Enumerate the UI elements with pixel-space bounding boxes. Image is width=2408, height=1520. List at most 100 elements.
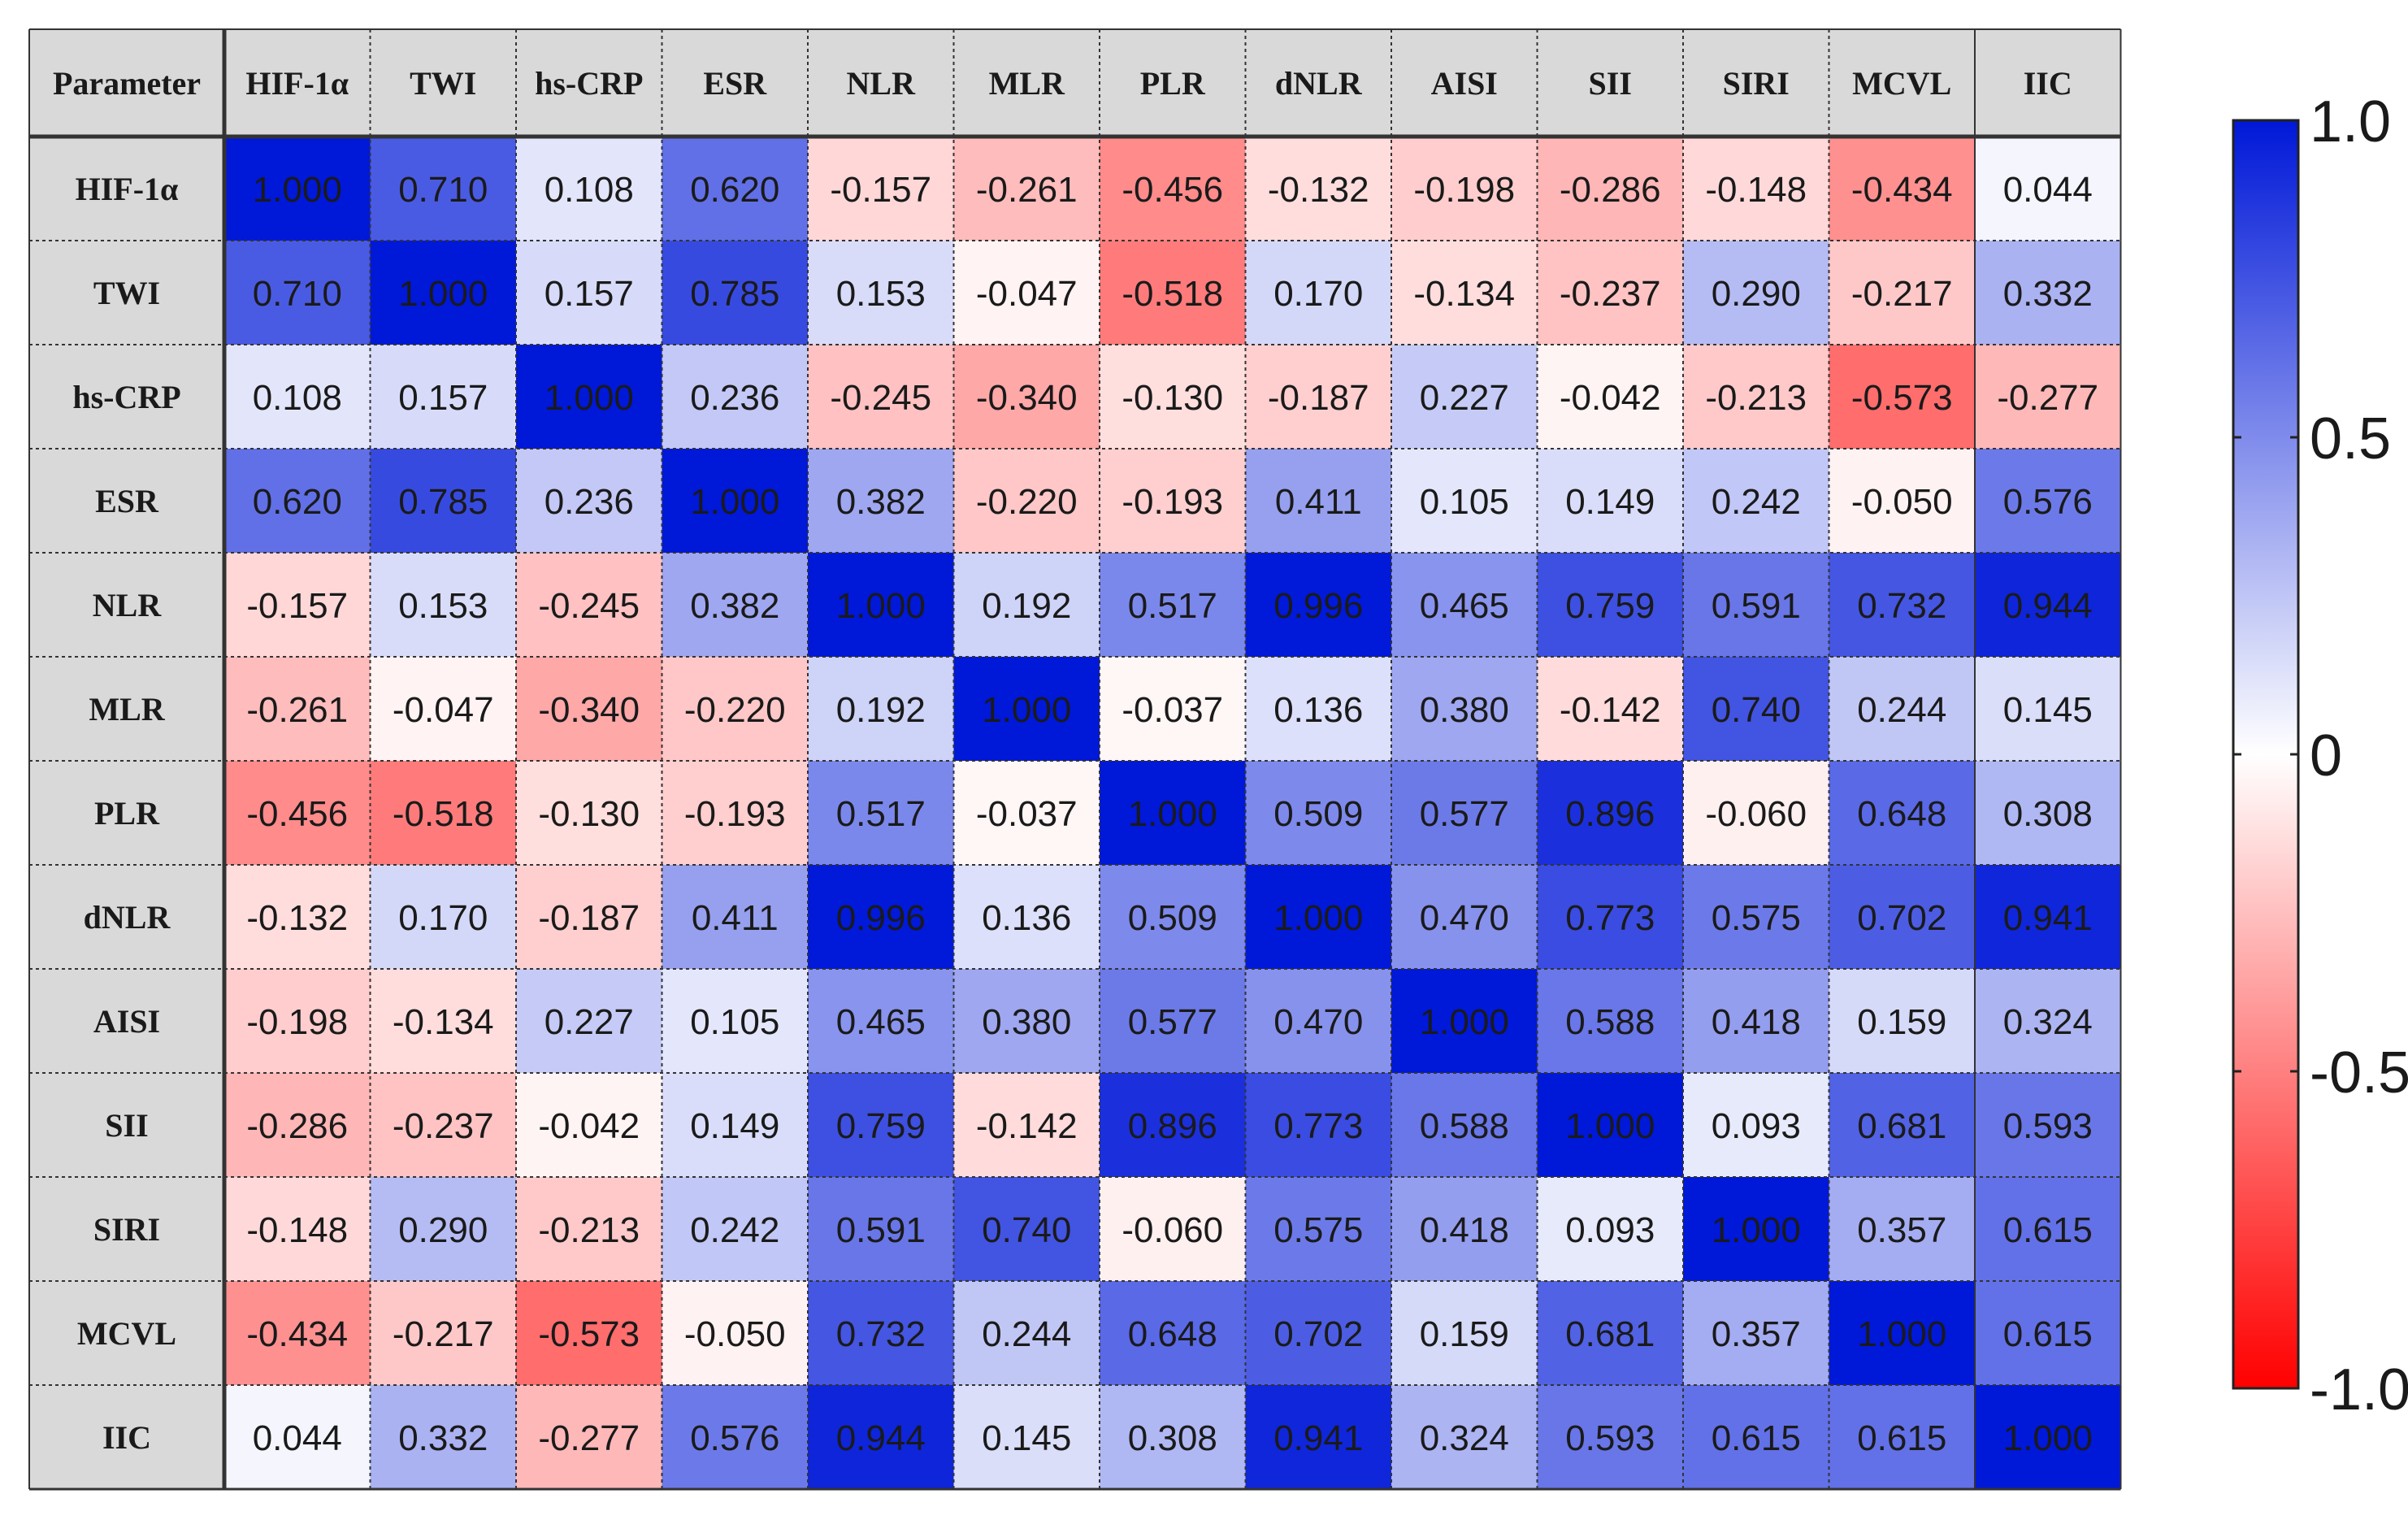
cell-value-label: 1.000	[2003, 1418, 2093, 1458]
cell-value-label: 0.136	[982, 898, 1071, 938]
heatmap-cell	[662, 657, 808, 761]
row-header: SII	[105, 1107, 148, 1144]
cell-value-label: 0.773	[1273, 1106, 1363, 1146]
heatmap-cell	[662, 1177, 808, 1281]
column-header: dNLR	[1275, 65, 1363, 102]
heatmap-cell	[662, 761, 808, 865]
cell-value-label: 1.000	[836, 586, 926, 626]
heatmap-cell	[1391, 137, 1538, 241]
heatmap-cell	[224, 761, 371, 865]
cell-value-label: -0.456	[1122, 170, 1223, 210]
column-header: AISI	[1431, 65, 1498, 102]
cell-value-label: 0.145	[982, 1418, 1071, 1458]
heatmap-cell	[1391, 1073, 1538, 1177]
cell-value-label: 0.093	[1565, 1210, 1655, 1250]
cell-value-label: 0.710	[253, 274, 342, 314]
cell-value-label: -0.286	[246, 1106, 348, 1146]
heatmap-cell	[370, 1281, 516, 1385]
heatmap-cell	[224, 345, 371, 449]
cell-value-label: 1.000	[1273, 898, 1363, 938]
cell-value-label: 0.170	[398, 898, 488, 938]
cell-value-label: 0.145	[2003, 690, 2093, 730]
colorbar-gradient	[2232, 119, 2300, 1390]
cell-value-label: 0.509	[1273, 794, 1363, 834]
heatmap-cell	[1975, 1281, 2121, 1385]
heatmap-cell	[516, 1073, 662, 1177]
heatmap-cell	[1683, 241, 1829, 345]
heatmap-cell	[1975, 761, 2121, 865]
heatmap-cell	[1975, 137, 2121, 241]
cell-value-label: 0.591	[1712, 586, 1801, 626]
cell-value-label: 0.465	[836, 1002, 926, 1042]
heatmap-table: Parameter HIF-1α TWI hs-CRP ESR NLR MLR PLR dNLR…	[28, 28, 2122, 1491]
cell-value-label: -0.042	[1560, 378, 1661, 418]
heatmap-cell	[1100, 1073, 1246, 1177]
cell-value-label: -0.220	[684, 690, 786, 730]
heatmap-cell	[1100, 761, 1246, 865]
cell-value-label: 0.308	[2003, 794, 2093, 834]
cell-value-label: -0.518	[393, 794, 494, 834]
cell-value-label: 0.411	[692, 898, 779, 938]
heatmap-cell	[1975, 241, 2121, 345]
cell-value-label: 0.702	[1857, 898, 1946, 938]
cell-value-label: -0.277	[1997, 378, 2098, 418]
cell-value-label: 0.740	[982, 1210, 1071, 1250]
heatmap-cell	[662, 865, 808, 969]
heatmap-cell	[1245, 345, 1391, 449]
heatmap-cell	[808, 1385, 954, 1489]
cell-value-label: 0.380	[982, 1002, 1071, 1042]
heatmap-cell	[1391, 449, 1538, 553]
cell-value-label: 0.996	[836, 898, 926, 938]
heatmap-cell	[1829, 1281, 1975, 1385]
cell-value-label: 0.944	[2003, 586, 2093, 626]
cell-value-label: 0.418	[1712, 1002, 1801, 1042]
heatmap-cell	[1975, 969, 2121, 1073]
cell-value-label: 0.681	[1857, 1106, 1946, 1146]
heatmap-cell	[224, 657, 371, 761]
heatmap-cell	[1829, 657, 1975, 761]
cell-value-label: 0.732	[836, 1314, 926, 1354]
heatmap-cell	[1537, 137, 1683, 241]
cell-value-label: 0.681	[1565, 1314, 1655, 1354]
heatmap-cell	[516, 1177, 662, 1281]
column-header: NLR	[847, 65, 917, 102]
cell-value-label: 0.773	[1565, 898, 1655, 938]
heatmap-cell	[1829, 865, 1975, 969]
cell-value-label: 0.290	[398, 1210, 488, 1250]
heatmap-cell	[224, 1385, 371, 1489]
cell-value-label: 0.149	[690, 1106, 779, 1146]
cell-value-label: 0.732	[1857, 586, 1946, 626]
row-header: MLR	[89, 691, 165, 727]
cell-value-label: -0.286	[1560, 170, 1661, 210]
row-header: HIF-1α	[76, 171, 179, 207]
cell-value-label: 0.357	[1857, 1210, 1946, 1250]
cell-value-label: -0.060	[1705, 794, 1807, 834]
cell-value-label: -0.047	[393, 690, 494, 730]
cell-value-label: 0.759	[1565, 586, 1655, 626]
cell-value-label: -0.193	[1122, 482, 1223, 522]
heatmap-cell	[1537, 345, 1683, 449]
heatmap-cell	[953, 865, 1100, 969]
heatmap-cell	[808, 1073, 954, 1177]
colorbar-tick-label: -1.0	[2310, 1357, 2408, 1422]
heatmap-cell	[224, 865, 371, 969]
cell-value-label: -0.245	[830, 378, 931, 418]
heatmap-cell	[953, 137, 1100, 241]
cell-value-label: -0.187	[1268, 378, 1369, 418]
cell-value-label: 0.591	[836, 1210, 926, 1250]
heatmap-cell	[1391, 241, 1538, 345]
cell-value-label: -0.132	[1268, 170, 1369, 210]
heatmap-cell	[1391, 1385, 1538, 1489]
heatmap-cell	[224, 553, 371, 657]
column-header: SIRI	[1723, 65, 1790, 102]
heatmap-cell	[808, 865, 954, 969]
cell-value-label: 0.382	[690, 586, 779, 626]
cell-value-label: 0.785	[398, 482, 488, 522]
cell-value-label: 0.324	[2003, 1002, 2093, 1042]
heatmap-cell	[808, 137, 954, 241]
cell-value-label: 0.648	[1128, 1314, 1217, 1354]
cell-value-label: -0.573	[1851, 378, 1953, 418]
row-header: dNLR	[84, 899, 171, 936]
heatmap-cell	[1683, 1281, 1829, 1385]
heatmap-cell	[516, 969, 662, 1073]
